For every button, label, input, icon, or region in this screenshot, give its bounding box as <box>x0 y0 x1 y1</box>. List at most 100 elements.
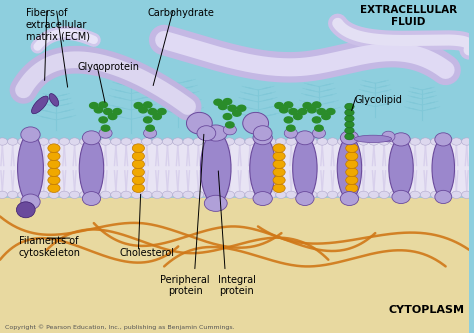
Circle shape <box>48 144 60 153</box>
Circle shape <box>379 138 389 145</box>
Ellipse shape <box>253 131 273 145</box>
Ellipse shape <box>197 126 216 141</box>
Circle shape <box>223 99 232 105</box>
Circle shape <box>38 138 49 145</box>
Circle shape <box>346 144 358 153</box>
Circle shape <box>28 138 38 145</box>
Circle shape <box>219 104 227 110</box>
Ellipse shape <box>435 190 452 203</box>
Circle shape <box>121 138 131 145</box>
Text: Glycolipid: Glycolipid <box>354 95 402 105</box>
Circle shape <box>400 138 410 145</box>
Circle shape <box>346 176 358 184</box>
Circle shape <box>134 103 143 109</box>
Circle shape <box>273 176 285 184</box>
Text: Copyright © Pearson Education, Inc., publishing as Benjamin Cummings.: Copyright © Pearson Education, Inc., pub… <box>5 324 234 330</box>
Ellipse shape <box>223 125 237 135</box>
Circle shape <box>420 138 430 145</box>
Circle shape <box>237 105 246 111</box>
Circle shape <box>100 191 111 198</box>
Circle shape <box>255 191 265 198</box>
Circle shape <box>90 138 100 145</box>
Text: Fibers of
extracellular
matrix (ECM): Fibers of extracellular matrix (ECM) <box>26 8 90 42</box>
Circle shape <box>462 191 472 198</box>
Circle shape <box>296 138 307 145</box>
Circle shape <box>100 138 111 145</box>
Circle shape <box>214 99 222 105</box>
Circle shape <box>322 114 330 120</box>
Text: Filaments of
cytoskeleton: Filaments of cytoskeleton <box>19 236 81 258</box>
Circle shape <box>228 105 237 111</box>
Circle shape <box>337 138 348 145</box>
Circle shape <box>214 191 224 198</box>
Circle shape <box>308 107 316 113</box>
Ellipse shape <box>253 126 272 141</box>
Circle shape <box>410 191 420 198</box>
Circle shape <box>441 138 451 145</box>
Circle shape <box>298 109 307 115</box>
Circle shape <box>233 110 241 116</box>
Ellipse shape <box>382 131 395 142</box>
Circle shape <box>462 138 472 145</box>
Circle shape <box>132 152 145 161</box>
Text: CYTOPLASM: CYTOPLASM <box>389 305 465 315</box>
Circle shape <box>111 191 121 198</box>
Circle shape <box>312 102 321 108</box>
Text: EXTRACELLULAR
FLUID: EXTRACELLULAR FLUID <box>359 5 456 27</box>
Circle shape <box>280 107 288 113</box>
Circle shape <box>245 191 255 198</box>
Ellipse shape <box>21 127 40 142</box>
Circle shape <box>430 138 441 145</box>
Circle shape <box>157 109 166 115</box>
Circle shape <box>162 138 173 145</box>
Text: Carbohydrate: Carbohydrate <box>147 8 214 18</box>
Circle shape <box>131 138 142 145</box>
Circle shape <box>132 160 145 168</box>
Circle shape <box>8 138 18 145</box>
Circle shape <box>48 184 60 192</box>
Circle shape <box>441 191 451 198</box>
Circle shape <box>152 138 162 145</box>
Circle shape <box>18 138 28 145</box>
Ellipse shape <box>17 202 35 218</box>
Circle shape <box>144 117 152 123</box>
Circle shape <box>317 191 328 198</box>
Circle shape <box>358 138 369 145</box>
Ellipse shape <box>79 137 104 200</box>
Circle shape <box>173 191 183 198</box>
Circle shape <box>132 168 145 176</box>
Circle shape <box>226 122 234 128</box>
Circle shape <box>183 138 193 145</box>
Circle shape <box>369 138 379 145</box>
Text: Glycoprotein: Glycoprotein <box>77 62 139 72</box>
Ellipse shape <box>204 195 227 211</box>
Circle shape <box>369 191 379 198</box>
Bar <box>0 142 469 195</box>
Circle shape <box>273 184 285 192</box>
Circle shape <box>0 138 8 145</box>
Circle shape <box>284 117 292 123</box>
Circle shape <box>286 191 296 198</box>
Circle shape <box>0 191 8 198</box>
Circle shape <box>152 191 162 198</box>
Circle shape <box>327 109 335 115</box>
Circle shape <box>358 191 369 198</box>
Ellipse shape <box>337 137 362 200</box>
Circle shape <box>80 191 90 198</box>
Ellipse shape <box>21 194 40 209</box>
Circle shape <box>104 109 112 115</box>
Circle shape <box>153 114 161 120</box>
Bar <box>0 0 469 198</box>
Circle shape <box>80 138 90 145</box>
Ellipse shape <box>144 128 157 138</box>
Circle shape <box>346 152 358 161</box>
Circle shape <box>48 160 60 168</box>
Ellipse shape <box>296 131 314 145</box>
Circle shape <box>235 138 245 145</box>
Circle shape <box>315 125 323 131</box>
Circle shape <box>345 109 354 116</box>
Ellipse shape <box>99 128 112 138</box>
Circle shape <box>348 138 358 145</box>
Circle shape <box>235 191 245 198</box>
Circle shape <box>146 125 155 131</box>
